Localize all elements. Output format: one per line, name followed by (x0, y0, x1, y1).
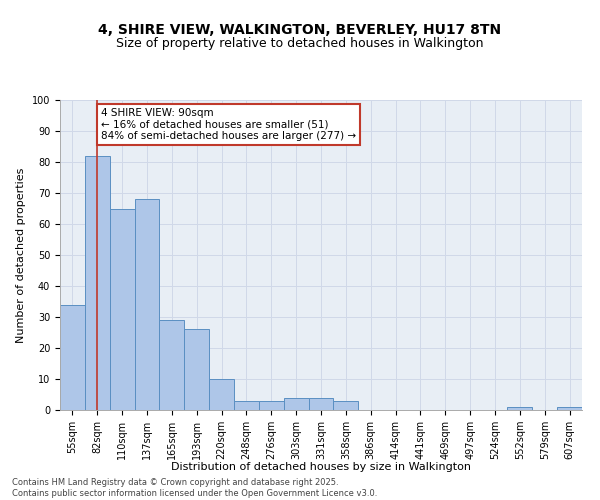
Bar (184, 330, 209, 410)
Bar (160, 320, 184, 410)
Y-axis label: Number of detached properties: Number of detached properties (16, 168, 26, 342)
Bar (284, 398, 308, 410)
Bar (134, 199, 160, 410)
Bar (334, 400, 358, 410)
Bar (85, 156, 110, 410)
Bar (60, 304, 85, 410)
Bar (234, 400, 259, 410)
Bar (308, 398, 334, 410)
Bar (508, 407, 532, 410)
Bar (209, 379, 234, 410)
Text: Size of property relative to detached houses in Walkington: Size of property relative to detached ho… (116, 38, 484, 51)
Bar (259, 400, 284, 410)
Text: Contains HM Land Registry data © Crown copyright and database right 2025.
Contai: Contains HM Land Registry data © Crown c… (12, 478, 377, 498)
Text: 4 SHIRE VIEW: 90sqm
← 16% of detached houses are smaller (51)
84% of semi-detach: 4 SHIRE VIEW: 90sqm ← 16% of detached ho… (101, 108, 356, 141)
X-axis label: Distribution of detached houses by size in Walkington: Distribution of detached houses by size … (171, 462, 471, 472)
Text: 4, SHIRE VIEW, WALKINGTON, BEVERLEY, HU17 8TN: 4, SHIRE VIEW, WALKINGTON, BEVERLEY, HU1… (98, 22, 502, 36)
Bar (557, 407, 582, 410)
Bar (110, 208, 134, 410)
